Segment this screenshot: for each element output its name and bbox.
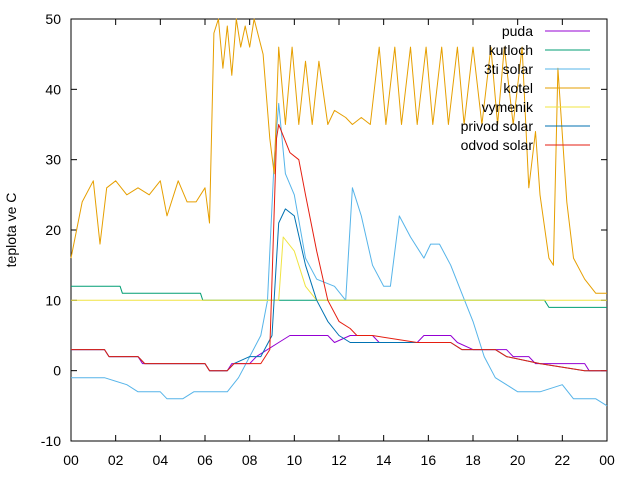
legend-label: privod solar xyxy=(461,118,534,134)
x-tick-label: 12 xyxy=(331,452,347,468)
legend-label: kutloch xyxy=(489,42,533,58)
legend-label: vymenik xyxy=(482,99,534,115)
y-tick-label: 30 xyxy=(45,152,61,168)
x-tick-label: 04 xyxy=(153,452,169,468)
series-line-3ti-solar xyxy=(71,102,608,407)
x-tick-label: 00 xyxy=(599,452,615,468)
x-tick-label: 10 xyxy=(287,452,303,468)
y-tick-label: 20 xyxy=(45,222,61,238)
x-tick-label: 20 xyxy=(510,452,526,468)
x-tick-label: 18 xyxy=(465,452,481,468)
x-tick-label: 14 xyxy=(376,452,392,468)
x-tick-label: 00 xyxy=(63,452,79,468)
legend-label: 3ti solar xyxy=(484,61,533,77)
series-line-kutloch xyxy=(71,285,607,308)
x-tick-label: 06 xyxy=(197,452,213,468)
y-tick-label: -10 xyxy=(41,433,61,449)
x-tick-label: 02 xyxy=(108,452,124,468)
y-axis-ticks: -10 0 10 20 30 40 50 xyxy=(41,11,607,449)
y-axis-label: teplota ve C xyxy=(3,193,19,268)
legend-label: puda xyxy=(502,23,533,39)
legend-label: odvod solar xyxy=(461,137,534,153)
legend: puda kutloch 3ti solar kotel vymenik privod s… xyxy=(461,23,590,153)
y-tick-label: 0 xyxy=(53,363,61,379)
y-tick-label: 40 xyxy=(45,81,61,97)
series-layer xyxy=(70,18,608,407)
legend-label: kotel xyxy=(503,80,533,96)
x-tick-label: 22 xyxy=(555,452,571,468)
y-tick-label: 50 xyxy=(45,11,61,27)
series-line-vymenik xyxy=(71,236,607,301)
x-axis-ticks: 00 02 04 06 08 10 12 14 16 18 20 22 00 xyxy=(63,19,615,468)
series-line-kotel xyxy=(70,18,607,294)
x-tick-label: 08 xyxy=(242,452,258,468)
y-tick-label: 10 xyxy=(45,292,61,308)
x-tick-label: 16 xyxy=(421,452,437,468)
series-line-odvod-solar xyxy=(71,124,607,372)
